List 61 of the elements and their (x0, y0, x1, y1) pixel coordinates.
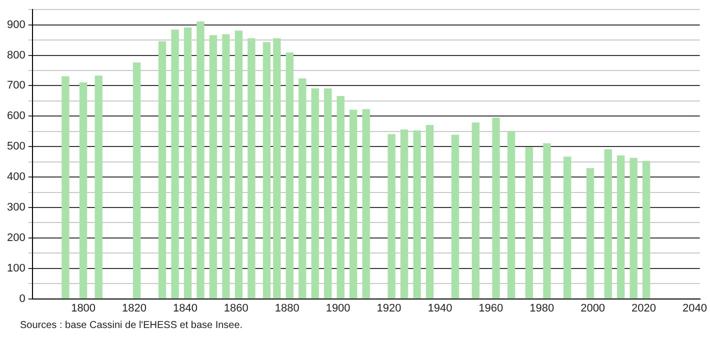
y-tick-label: 300 (6, 202, 26, 214)
x-tick-label: 1860 (224, 302, 248, 314)
bar (222, 34, 230, 299)
bar (472, 122, 480, 299)
bar (158, 41, 166, 299)
bar (273, 38, 281, 299)
x-tick-label: 1940 (428, 302, 452, 314)
x-tick-label: 2040 (682, 302, 707, 314)
x-tick-label: 2000 (580, 302, 606, 314)
bar (388, 134, 396, 299)
y-tick-label: 600 (6, 110, 26, 122)
bar (630, 158, 638, 299)
bar (336, 96, 344, 299)
x-tick-label: 1920 (376, 302, 402, 314)
bar (324, 88, 332, 299)
bar (525, 147, 533, 299)
bar (586, 168, 594, 299)
x-tick-label: 2020 (632, 302, 656, 314)
bar (413, 130, 421, 299)
bar (642, 160, 650, 299)
bar (543, 143, 551, 299)
y-tick-label: 800 (6, 49, 26, 62)
bar (617, 155, 625, 299)
x-tick-label: 1840 (172, 302, 198, 314)
y-tick-label: 900 (6, 18, 26, 31)
bar (196, 21, 204, 299)
x-tick-label: 1880 (274, 302, 300, 314)
y-tick-label: 500 (6, 140, 26, 153)
x-tick-label: 1960 (478, 302, 504, 314)
bar (171, 30, 179, 299)
y-tick-label: 0 (19, 292, 26, 305)
y-tick-label: 700 (6, 80, 26, 92)
y-tick-label: 100 (6, 262, 26, 274)
bar (248, 38, 256, 299)
bar (400, 130, 408, 299)
bar (507, 131, 516, 299)
bar (262, 42, 271, 299)
bar (132, 62, 141, 299)
bar (426, 124, 434, 299)
bar (451, 134, 460, 299)
x-tick-label: 1800 (71, 302, 96, 314)
bar (234, 30, 243, 299)
bar (298, 78, 306, 299)
bar (79, 82, 88, 299)
bar (350, 110, 358, 299)
bar (209, 35, 218, 299)
bar (94, 76, 102, 299)
source-note: Sources : base Cassini de l'EHESS et base Insee. (20, 320, 243, 331)
bar (286, 52, 294, 299)
bar (362, 109, 370, 299)
x-tick-label: 1820 (122, 302, 146, 314)
x-tick-label: 1900 (326, 302, 350, 314)
bar (62, 76, 70, 299)
bar (184, 28, 192, 299)
x-tick-label: 1980 (530, 302, 554, 314)
bar (311, 88, 319, 299)
bar (604, 149, 612, 299)
y-tick-label: 200 (6, 232, 26, 244)
bar (492, 118, 500, 299)
bar (564, 156, 572, 299)
y-tick-label: 400 (6, 171, 26, 184)
